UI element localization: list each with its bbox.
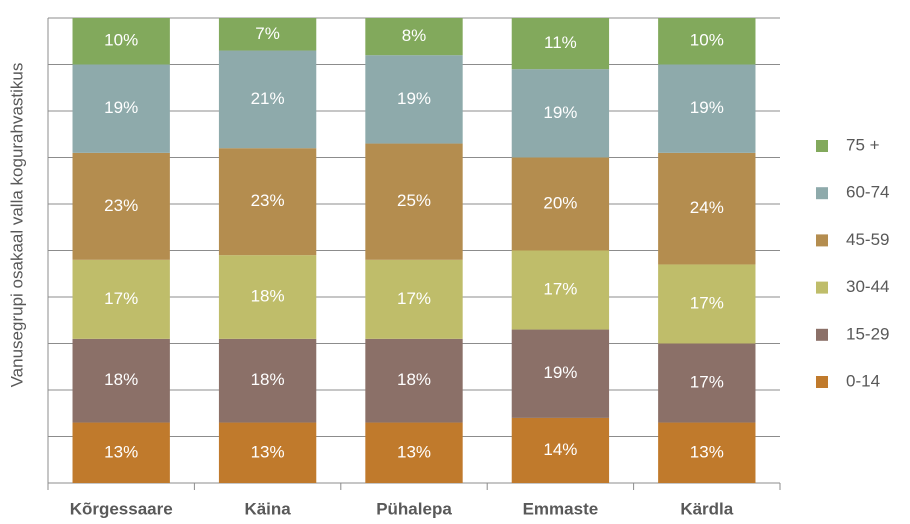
data-label: 17% [104, 289, 138, 308]
data-label: 19% [690, 98, 724, 117]
bar-segment [511, 157, 610, 251]
data-label: 21% [251, 89, 285, 108]
bar-segment [365, 422, 463, 483]
bar-segment [658, 18, 756, 65]
bar-segment [365, 259, 463, 339]
data-label: 17% [690, 373, 724, 392]
bar-segment [218, 18, 317, 51]
data-label: 17% [690, 293, 724, 312]
bar-segment [218, 148, 317, 256]
legend-label: 75 + [846, 135, 880, 154]
legend-swatch [816, 234, 828, 247]
bar-segment [218, 255, 317, 339]
data-label: 13% [397, 442, 431, 461]
bar-segment [658, 64, 756, 153]
data-label: 10% [690, 31, 724, 50]
data-label: 13% [690, 442, 724, 461]
data-label: 18% [251, 286, 285, 305]
bar-segment [365, 338, 463, 423]
legend-label: 0-14 [846, 371, 880, 390]
bar-segment [511, 250, 610, 330]
bar-segment [658, 152, 756, 265]
data-label: 23% [104, 196, 138, 215]
bar-segment [365, 18, 463, 56]
bar-segment [218, 50, 317, 149]
bar-segment [511, 329, 610, 418]
data-label: 17% [397, 289, 431, 308]
data-label: 19% [104, 98, 138, 117]
bar-segment [72, 152, 170, 260]
bar-segment [72, 422, 170, 483]
legend-swatch [816, 281, 828, 294]
x-tick-label: Emmaste [523, 499, 599, 518]
bar-segment [365, 143, 463, 260]
data-label: 18% [104, 370, 138, 389]
bar-segment [658, 264, 756, 344]
bar-segment [218, 338, 317, 423]
bar-segment [72, 259, 170, 339]
data-label: 13% [251, 442, 285, 461]
legend-swatch [816, 140, 828, 152]
data-label: 23% [251, 191, 285, 210]
data-label: 24% [690, 198, 724, 217]
x-tick-label: Kõrgessaare [70, 499, 173, 518]
bar-segment [72, 338, 170, 423]
bar-segment [218, 422, 317, 483]
legend-label: 60-74 [846, 183, 889, 202]
data-label: 10% [104, 31, 138, 50]
legend-swatch [816, 376, 828, 388]
bar-segment [511, 18, 610, 70]
data-label: 7% [255, 24, 280, 43]
data-label: 18% [251, 370, 285, 389]
bar-segment [365, 55, 463, 144]
bar-segment [511, 69, 610, 158]
data-label: 13% [104, 442, 138, 461]
bar-segment [72, 64, 170, 153]
data-label: 17% [543, 280, 577, 299]
bar-segment [658, 422, 756, 483]
legend-swatch [816, 328, 828, 341]
data-label: 19% [543, 103, 577, 122]
legend-label: 30-44 [846, 277, 889, 296]
legend-label: 45-59 [846, 230, 889, 249]
bar-segment [658, 343, 756, 423]
bar-segment [511, 417, 610, 483]
data-label: 18% [397, 370, 431, 389]
data-label: 20% [543, 193, 577, 212]
bar-segment [72, 18, 170, 65]
data-label: 25% [397, 191, 431, 210]
legend-label: 15-29 [846, 324, 889, 343]
data-label: 19% [543, 363, 577, 382]
data-label: 8% [402, 26, 427, 45]
x-tick-label: Kärdla [680, 499, 733, 518]
x-tick-label: Käina [244, 499, 291, 518]
data-label: 14% [543, 440, 577, 459]
data-label: 19% [397, 89, 431, 108]
y-axis-label: Vanusegrupi osakaal valla kogurahvastiku… [7, 63, 26, 388]
data-label: 11% [544, 33, 577, 52]
x-tick-label: Pühalepa [376, 499, 452, 518]
legend-swatch [816, 187, 828, 200]
